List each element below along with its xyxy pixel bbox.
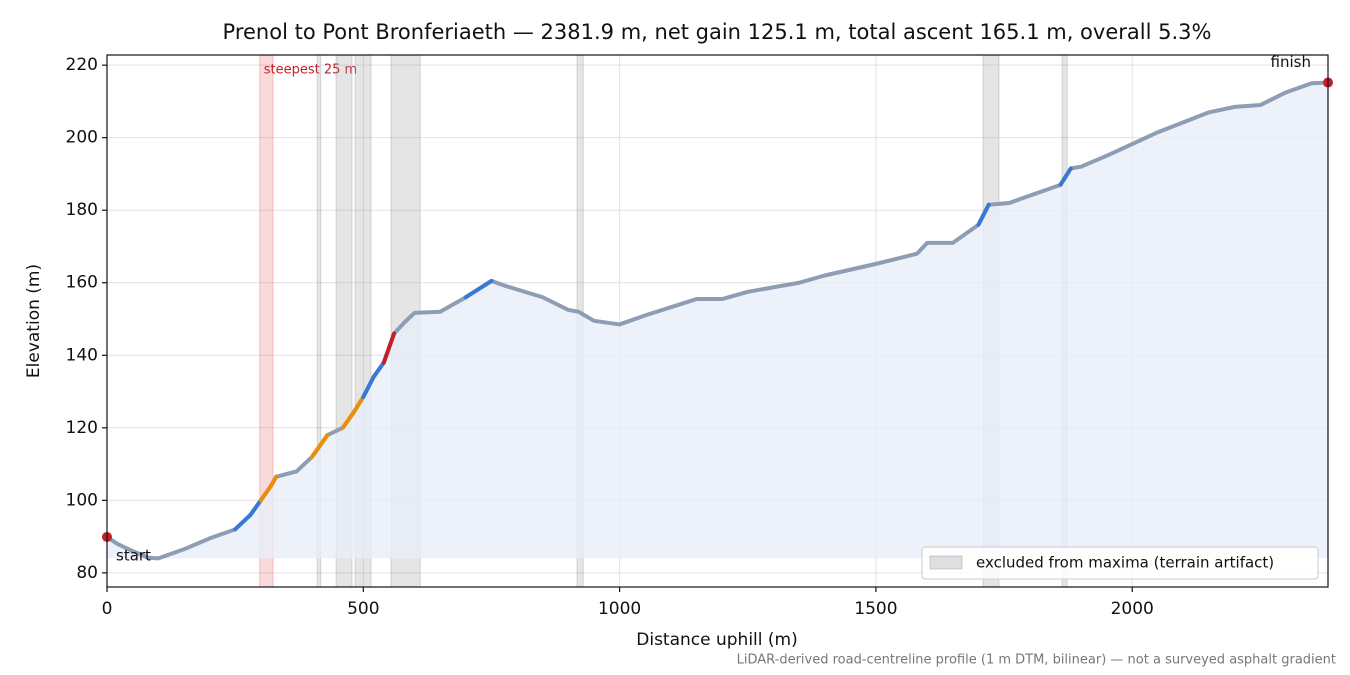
y-tick-label: 160 xyxy=(66,273,98,293)
y-tick-label: 100 xyxy=(66,490,98,510)
x-tick-label: 1000 xyxy=(598,599,641,619)
grade-segment xyxy=(233,498,263,532)
x-tick-label: 500 xyxy=(347,599,379,619)
finish-label: finish xyxy=(1271,53,1311,71)
grade-segment xyxy=(463,278,494,300)
legend-label: excluded from maxima (terrain artifact) xyxy=(976,554,1274,572)
area xyxy=(107,82,1328,559)
grade-segment xyxy=(340,394,366,430)
y-tick-label: 120 xyxy=(66,418,98,438)
y-tick-label: 80 xyxy=(76,563,98,583)
legend-swatch xyxy=(929,555,963,570)
footnote: LiDAR-derived road-centreline profile (1… xyxy=(737,653,1336,668)
plot-frame xyxy=(106,54,1329,588)
x-tick-label: 2000 xyxy=(1111,599,1154,619)
grade-segment xyxy=(976,202,991,227)
x-tick-label: 0 xyxy=(102,599,113,619)
y-axis-label: Elevation (m) xyxy=(24,264,44,378)
grade-segment xyxy=(361,360,386,399)
grade-segment xyxy=(381,331,397,365)
grade-segment xyxy=(258,474,279,503)
x-axis-label: Distance uphill (m) xyxy=(636,630,797,650)
start-label: start xyxy=(116,546,151,564)
grade-segment xyxy=(1058,166,1073,187)
chart-title: Prenol to Pont Bronferiaeth — 2381.9 m, … xyxy=(223,20,1212,44)
y-tick-label: 180 xyxy=(66,200,98,220)
y-tick-label: 140 xyxy=(66,345,98,365)
steepest-label: steepest 25 m xyxy=(264,63,357,78)
grade-segment xyxy=(310,433,330,459)
y-tick-label: 200 xyxy=(66,128,98,148)
legend-box xyxy=(921,546,1319,580)
x-tick-label: 1500 xyxy=(854,599,897,619)
y-tick-label: 220 xyxy=(66,55,98,75)
